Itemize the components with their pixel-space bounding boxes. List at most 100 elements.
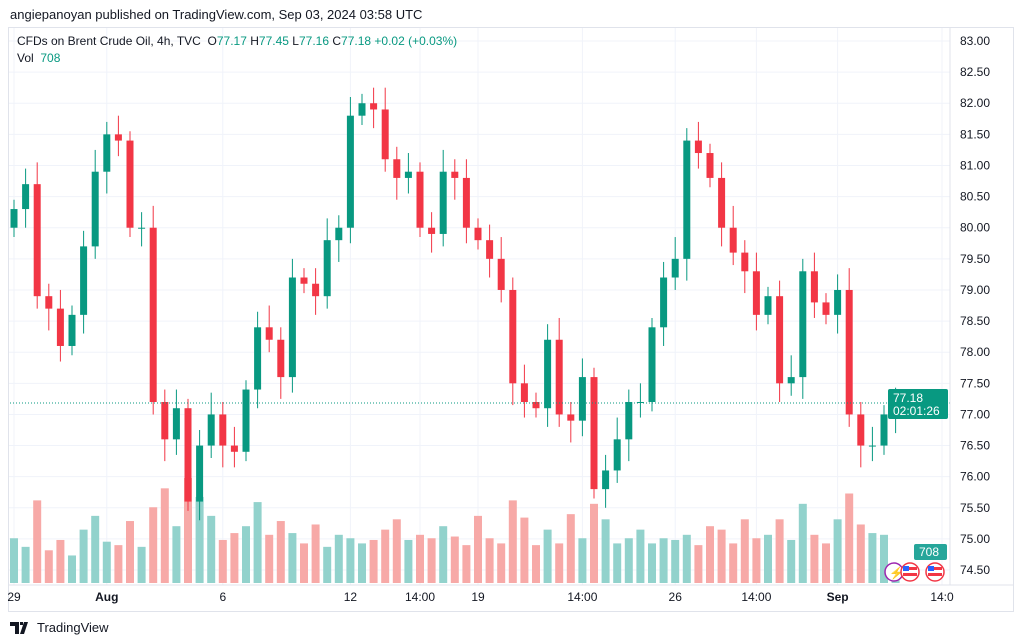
- volume-bar: [311, 524, 320, 583]
- candle: [544, 324, 552, 427]
- candle: [776, 280, 784, 402]
- volume-bar: [810, 534, 819, 583]
- candle: [880, 405, 888, 455]
- candle-body: [625, 401, 633, 440]
- volume-bar: [265, 534, 274, 583]
- candle: [91, 149, 99, 259]
- volume-bar: [462, 545, 471, 583]
- candle: [56, 289, 64, 362]
- candle: [660, 261, 668, 346]
- svg-text:⚡: ⚡: [889, 566, 904, 580]
- volume-bar: [798, 503, 807, 583]
- candle-body: [729, 227, 737, 253]
- candle-body: [428, 227, 436, 234]
- candle-body: [161, 401, 169, 440]
- open-value: 77.17: [216, 34, 247, 48]
- candle: [300, 268, 308, 294]
- time-tick-label: 29: [7, 590, 21, 604]
- candle-body: [602, 470, 610, 490]
- price-tick-label: 79.00: [960, 283, 990, 297]
- candles: [10, 87, 900, 521]
- volume-bar: [44, 550, 53, 583]
- candle: [10, 199, 18, 238]
- candle: [207, 392, 215, 459]
- time-tick-label: Aug: [95, 590, 118, 604]
- candle: [80, 230, 88, 334]
- candle-body: [544, 339, 552, 409]
- volume-bar: [601, 519, 610, 583]
- time-tick-label: 14:00: [405, 590, 435, 604]
- candle: [613, 417, 621, 483]
- us-flag-event-icon[interactable]: [900, 562, 920, 582]
- grid: [9, 28, 950, 585]
- volume-bar: [56, 539, 65, 583]
- last-volume: 708: [919, 545, 939, 559]
- low-value: 77.16: [298, 34, 329, 48]
- time-tick-label: 26: [669, 590, 683, 604]
- candle: [346, 97, 354, 244]
- candle: [706, 143, 714, 188]
- us-flag-event-icon[interactable]: [925, 562, 945, 582]
- candle-body: [184, 408, 192, 502]
- candle-body: [822, 302, 830, 315]
- volume-bar: [346, 538, 355, 583]
- candle-body: [613, 439, 621, 471]
- volume-bar: [671, 539, 680, 583]
- volume-bar: [578, 538, 587, 583]
- close-value: 77.18: [341, 34, 372, 48]
- volume-bar: [787, 539, 796, 583]
- candle-body: [33, 184, 41, 297]
- candle-body: [172, 408, 180, 440]
- volume-bar: [822, 543, 830, 583]
- volume-bar: [242, 526, 250, 583]
- candle-body: [567, 414, 575, 421]
- dividend-event-icon[interactable]: ⚡: [884, 562, 904, 582]
- candle: [428, 212, 436, 253]
- time-tick-label: Sep: [827, 590, 849, 604]
- price-tick-label: 77.00: [960, 407, 990, 421]
- volume-bar: [624, 538, 633, 583]
- change-value: +0.02 (+0.03%): [374, 34, 458, 48]
- candle-body: [509, 289, 517, 384]
- symbol-title[interactable]: CFDs on Brent Crude Oil, 4h, TVC: [17, 34, 201, 48]
- candle: [509, 277, 517, 406]
- candle: [834, 274, 842, 334]
- candle: [729, 205, 737, 266]
- candle: [312, 268, 320, 315]
- candle: [22, 168, 30, 228]
- candle-body: [486, 240, 494, 259]
- candle-body: [138, 227, 146, 229]
- candle: [219, 401, 227, 468]
- candle: [636, 383, 644, 418]
- candle: [68, 305, 76, 356]
- volume-bar: [856, 524, 865, 583]
- volume-bar: [775, 519, 784, 583]
- candle-body: [45, 296, 53, 309]
- price-tick-label: 74.50: [960, 563, 990, 577]
- candle-body: [451, 171, 459, 178]
- candle: [497, 237, 505, 303]
- volume-bar: [682, 534, 691, 583]
- volume-value: 708: [40, 51, 61, 65]
- candle-body: [683, 140, 691, 259]
- price-tick-label: 81.00: [960, 158, 990, 172]
- candle: [242, 380, 250, 462]
- volume-bar: [474, 515, 482, 583]
- volume-bar: [68, 555, 76, 583]
- time-tick-label: 14:00: [567, 590, 597, 604]
- volume-bar: [230, 533, 239, 583]
- candle-body: [56, 308, 64, 346]
- volume-bar: [706, 526, 714, 583]
- low-label: L: [292, 34, 299, 48]
- volume-bar: [91, 515, 100, 583]
- candle: [868, 426, 876, 462]
- candle-body: [462, 177, 470, 228]
- high-label: H: [250, 34, 259, 48]
- volume-bar: [752, 538, 761, 583]
- candle: [196, 430, 204, 521]
- candle-body: [439, 171, 447, 234]
- tradingview-logo[interactable]: TradingView: [10, 620, 109, 635]
- time-axis: 29 Aug 6 12 14:00 19 14:00 26 14:00 Sep 14:0: [7, 590, 954, 604]
- volume-bar: [845, 493, 854, 583]
